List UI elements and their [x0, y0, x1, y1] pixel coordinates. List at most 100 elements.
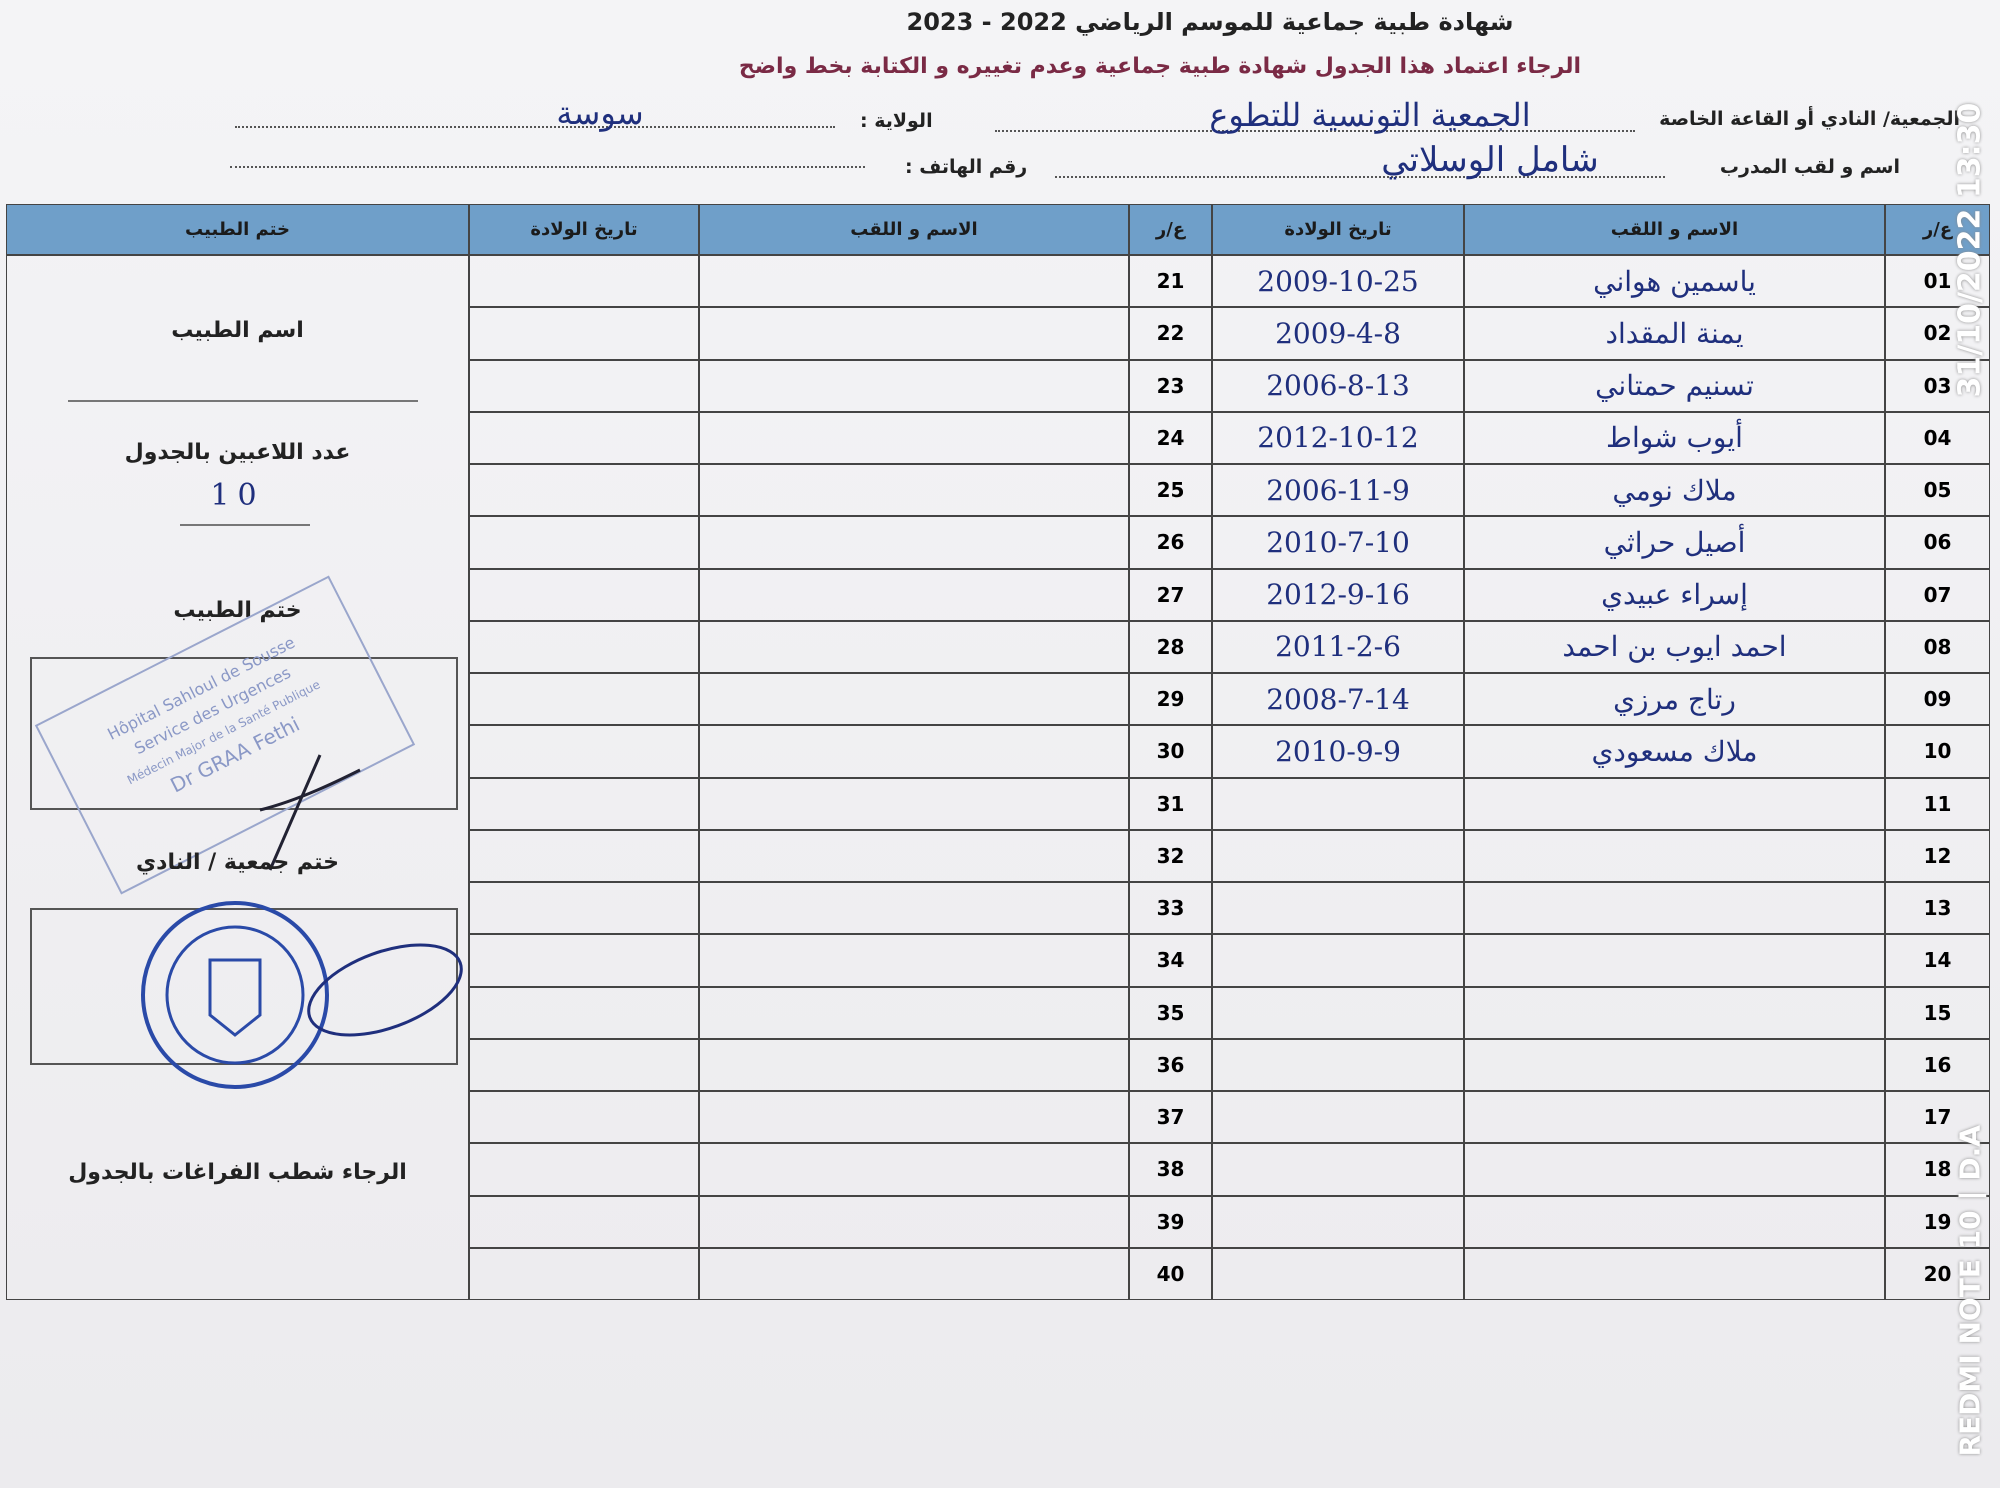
- birth-date: 2010-7-10: [1266, 525, 1410, 559]
- cell: [1885, 464, 1990, 517]
- cell: [1464, 1143, 1885, 1196]
- row-number: 20: [1923, 1261, 1952, 1286]
- cell: [699, 934, 1129, 987]
- cell: [699, 568, 1129, 621]
- row-number: 07: [1923, 582, 1952, 607]
- cell: [1129, 882, 1212, 935]
- cell: [1129, 464, 1212, 517]
- cell: [1464, 934, 1885, 987]
- field-label: الجمعية/ النادي أو القاعة الخاصة: [1659, 108, 1960, 130]
- cell: [1129, 986, 1212, 1039]
- row-number: 15: [1923, 1000, 1952, 1025]
- cell: [1129, 934, 1212, 987]
- cell: [1212, 882, 1464, 935]
- cell: [1129, 568, 1212, 621]
- field-value: شامل الوسلاتي: [1381, 140, 1599, 180]
- birth-date: 2012-10-12: [1257, 421, 1419, 455]
- cell: [1464, 516, 1885, 569]
- row-number: 33: [1156, 896, 1185, 921]
- cell: [699, 777, 1129, 830]
- field-label: اسم و لقب المدرب: [1719, 156, 1900, 178]
- field-value: الجمعية التونسية للتطوع: [1209, 96, 1531, 134]
- cell: [1885, 359, 1990, 412]
- birth-date: 2011-2-6: [1275, 630, 1401, 664]
- cell: [1212, 411, 1464, 464]
- cell: [699, 1195, 1129, 1248]
- row-number: 01: [1923, 269, 1952, 294]
- player-name: ملاك مسعودي: [1591, 734, 1758, 768]
- player-name: احمد ايوب بن احمد: [1562, 630, 1787, 664]
- cell: [1212, 1091, 1464, 1144]
- dotted-line: [230, 166, 865, 168]
- cell: [1464, 620, 1885, 673]
- player-name: أصيل حراثي: [1603, 525, 1746, 559]
- cell: [1464, 986, 1885, 1039]
- birth-date: 2006-11-9: [1266, 473, 1410, 507]
- cell: [1464, 777, 1885, 830]
- cell: [469, 1195, 699, 1248]
- player-count-label: عدد اللاعبين بالجدول: [124, 440, 351, 465]
- cell: [1885, 725, 1990, 778]
- cell: [1464, 464, 1885, 517]
- cell: [1212, 986, 1464, 1039]
- row-number: 17: [1923, 1105, 1952, 1130]
- cell: [699, 1247, 1129, 1300]
- cell: [469, 307, 699, 360]
- row-number: 24: [1156, 425, 1185, 450]
- title: شهادة طبية جماعية للموسم الرياضي 2022 - …: [906, 8, 1514, 36]
- row-number: 09: [1923, 687, 1952, 712]
- row-number: 31: [1156, 791, 1185, 816]
- cell: [1212, 516, 1464, 569]
- cell: [699, 255, 1129, 308]
- cell: [1885, 516, 1990, 569]
- cell: [469, 516, 699, 569]
- cell: [1885, 882, 1990, 935]
- row-number: 30: [1156, 739, 1185, 764]
- cell: [1129, 255, 1212, 308]
- cell: [1885, 568, 1990, 621]
- cell: [699, 464, 1129, 517]
- column-header: ختم الطبيب: [6, 204, 469, 255]
- field-label: الولاية :: [860, 110, 933, 132]
- cell: [699, 882, 1129, 935]
- cell: [469, 1247, 699, 1300]
- birth-date: 2009-4-8: [1275, 316, 1401, 350]
- column-header: تاريخ الولادة: [469, 204, 699, 255]
- notice: الرجاء اعتماد هذا الجدول شهادة طبية جماع…: [738, 54, 1582, 79]
- cell: [699, 411, 1129, 464]
- cell: [699, 359, 1129, 412]
- row-number: 23: [1156, 373, 1185, 398]
- cell: [469, 1091, 699, 1144]
- cell: [1212, 620, 1464, 673]
- cell: [1885, 777, 1990, 830]
- row-number: 40: [1156, 1261, 1185, 1286]
- cell: [699, 725, 1129, 778]
- cell: [469, 673, 699, 726]
- cell: [469, 464, 699, 517]
- player-name: رتاج مرزي: [1613, 682, 1736, 716]
- row-number: 05: [1923, 478, 1952, 503]
- row-number: 19: [1923, 1209, 1952, 1234]
- row-number: 10: [1923, 739, 1952, 764]
- side-panel: [6, 255, 469, 1300]
- row-number: 35: [1156, 1000, 1185, 1025]
- cell: [699, 1038, 1129, 1091]
- cell: [1212, 464, 1464, 517]
- cell: [699, 829, 1129, 882]
- cell: [1212, 255, 1464, 308]
- cell: [469, 1143, 699, 1196]
- cell: [1464, 568, 1885, 621]
- watermark-device: REDMI NOTE 10 | D.A: [1953, 1125, 1987, 1457]
- cell: [1129, 1091, 1212, 1144]
- club-stamp-label: ختم جمعية / النادي: [136, 850, 339, 875]
- dotted-line: [1055, 176, 1665, 178]
- cell: [1129, 777, 1212, 830]
- cell: [1129, 411, 1212, 464]
- field-label: رقم الهاتف :: [905, 156, 1028, 178]
- stamp-box: [30, 657, 458, 810]
- cell: [1885, 411, 1990, 464]
- column-header: ع/ر: [1129, 204, 1212, 255]
- cell: [1129, 1143, 1212, 1196]
- cell: [1129, 725, 1212, 778]
- player-name: إسراء عبيدي: [1601, 578, 1748, 612]
